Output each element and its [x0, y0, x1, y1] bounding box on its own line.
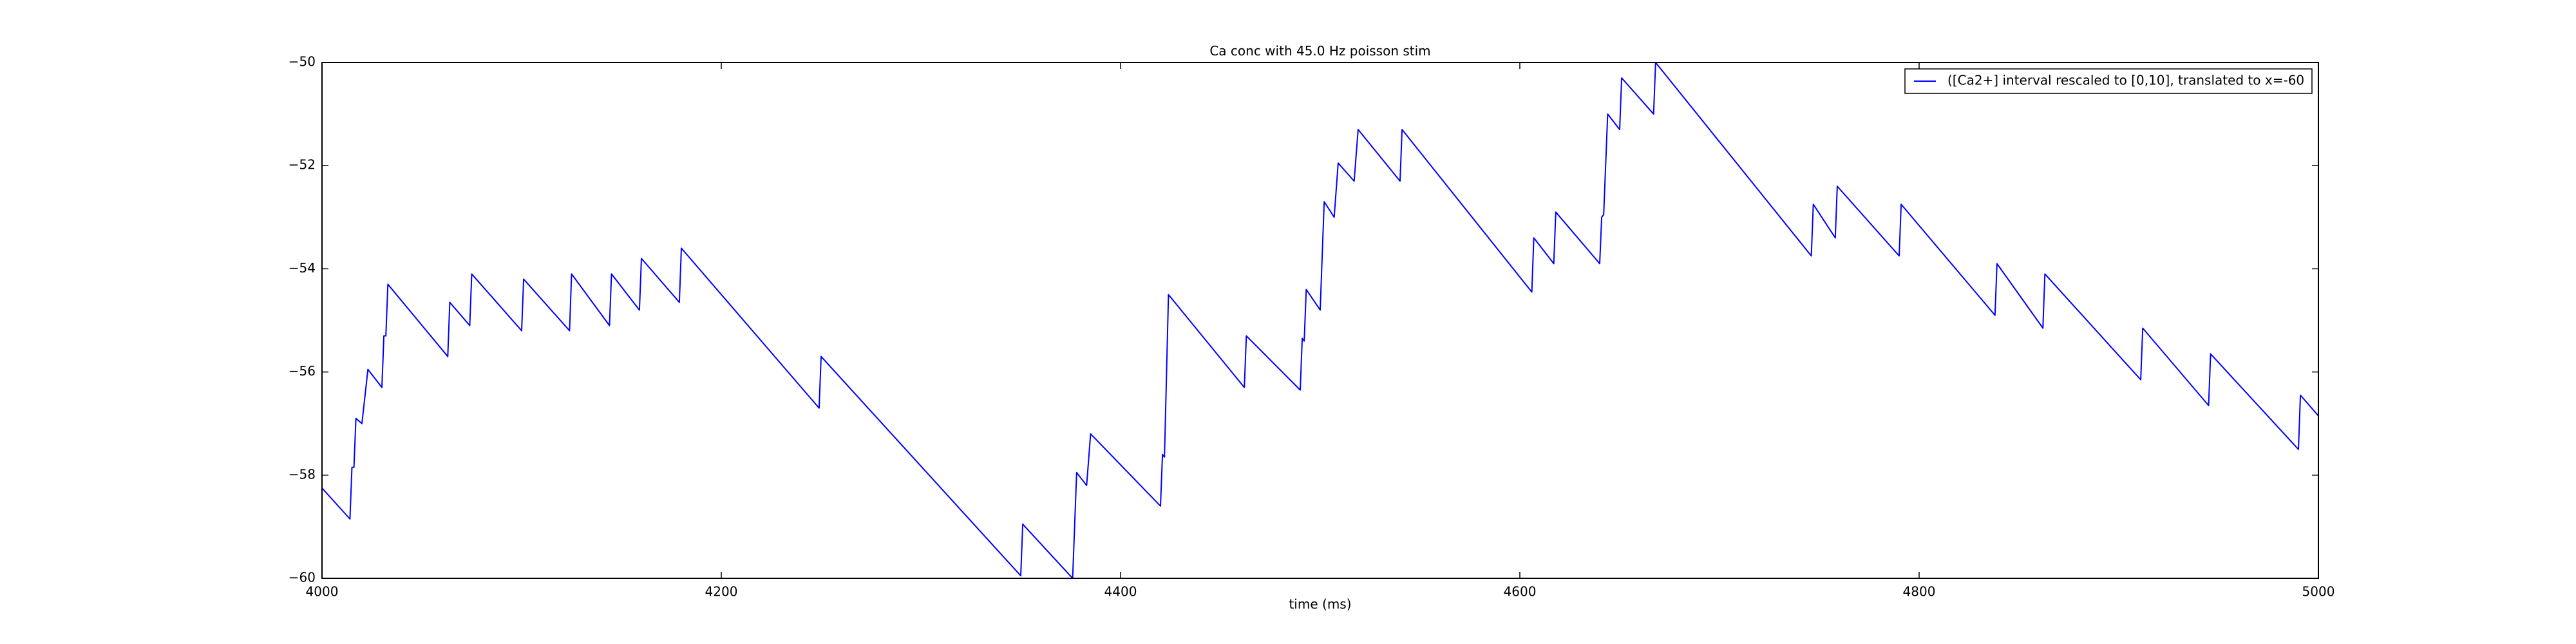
y-tick-label: −60 — [289, 570, 316, 585]
y-tick-label: −56 — [289, 363, 316, 379]
legend-box — [1904, 68, 2313, 94]
x-tick-label: 5000 — [2302, 584, 2335, 600]
plot-frame — [321, 62, 2319, 579]
x-tick-label: 4000 — [306, 584, 339, 600]
y-tick-label: −54 — [289, 260, 316, 276]
x-tick-label: 4600 — [1504, 584, 1537, 600]
y-tick-label: −50 — [289, 54, 316, 70]
x-tick-label: 4800 — [1903, 584, 1936, 600]
y-tick-label: −58 — [289, 466, 316, 482]
x-tick-label: 4200 — [705, 584, 738, 600]
data-line — [321, 62, 2319, 579]
legend-label: ([Ca2+] interval rescaled to [0,10], tra… — [1947, 73, 2304, 88]
chart-title: Ca conc with 45.0 Hz poisson stim — [1209, 43, 1430, 59]
x-axis-label: time (ms) — [1289, 596, 1351, 612]
y-tick-label: −52 — [289, 157, 316, 173]
x-tick-label: 4400 — [1104, 584, 1137, 600]
